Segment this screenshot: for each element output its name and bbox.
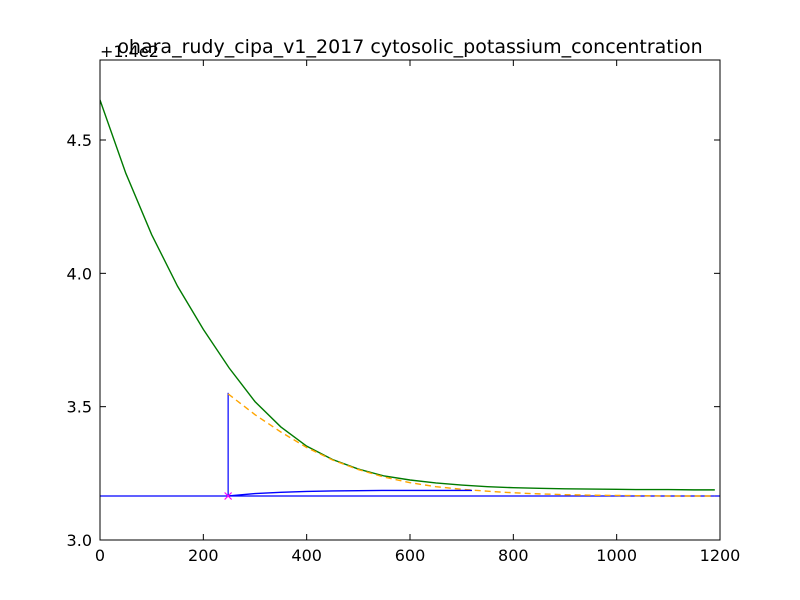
y-axis-offset-label: +1.4e2 [100,42,159,61]
y-tick-label: 3.0 [67,531,92,550]
x-tick-label: 1000 [596,546,637,565]
y-tick-label: 3.5 [67,398,92,417]
x-tick-label: 800 [498,546,529,565]
series-line-2 [228,489,472,497]
x-tick-label: 200 [188,546,219,565]
marker-x [224,492,233,500]
x-tick-label: 0 [95,546,105,565]
axis-ticks: 0 200 400 600 800 1000 1200 3.0 3.5 4.0 4.5 [67,60,741,565]
series-line-1 [227,393,715,497]
chart-title: ohara_rudy_cipa_v1_2017 cytosolic_potass… [117,36,702,58]
x-tick-label: 1200 [700,546,741,565]
y-tick-label: 4.5 [67,131,92,150]
plot-area [100,99,720,500]
series-line-0 [100,99,715,491]
y-tick-label: 4.0 [67,264,92,283]
x-tick-label: 400 [291,546,322,565]
x-tick-label: 600 [395,546,426,565]
